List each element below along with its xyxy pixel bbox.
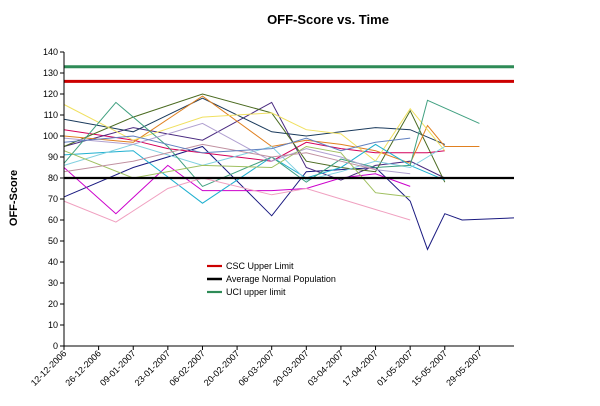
series-line-3 [63, 164, 411, 215]
legend-entry-average-normal-population: Average Normal Population [207, 274, 336, 284]
x-tick-label: 12-12-2006 [29, 348, 69, 388]
series-line-12 [63, 177, 411, 223]
x-tick-label: 03-04-2007 [306, 348, 346, 388]
y-tick-label: 80 [48, 173, 58, 183]
y-tick-label: 70 [48, 194, 58, 204]
x-tick-label: 23-01-2007 [133, 348, 173, 388]
series-line-14 [63, 145, 411, 198]
legend-entry-uci-upper-limit: UCI upper limit [207, 287, 286, 297]
y-tick-label: 140 [43, 47, 58, 57]
series-line-8 [63, 104, 446, 162]
legend-entry-csc-upper-limit: CSC Upper Limit [207, 261, 294, 271]
x-tick-label: 09-01-2007 [98, 348, 138, 388]
x-tick-label: 20-02-2007 [202, 348, 242, 388]
y-axis-label: OFF-Score [8, 170, 20, 226]
x-tick-label: 26-12-2006 [63, 348, 103, 388]
y-tick-label: 100 [43, 131, 58, 141]
x-tick-label: 06-02-2007 [167, 348, 207, 388]
y-tick-label: 40 [48, 257, 58, 267]
y-tick-label: 0 [53, 341, 58, 351]
y-tick-label: 110 [44, 110, 58, 120]
series-line-5 [63, 97, 445, 145]
x-tick-label: 15-05-2007 [410, 348, 450, 388]
y-tick-label: 90 [48, 152, 58, 162]
legend-label: CSC Upper Limit [226, 261, 294, 271]
y-tick-label: 60 [48, 215, 58, 225]
x-tick-label: 20-03-2007 [271, 348, 311, 388]
series-line-15 [63, 143, 376, 173]
y-tick-label: 120 [43, 89, 58, 99]
x-tick-label: 29-05-2007 [444, 348, 484, 388]
axes: 0 10 20 30 40 50 60 70 80 90 100 110 120 130 140 12-12-… [29, 47, 514, 388]
x-tick-label: 06-03-2007 [236, 348, 276, 388]
legend-label: UCI upper limit [226, 287, 286, 297]
plot-area [63, 65, 515, 251]
legend: CSC Upper Limit Average Normal Population… [207, 261, 336, 297]
y-tick-label: 130 [43, 68, 58, 78]
chart-title: OFF-Score vs. Time [267, 12, 389, 27]
series-line-4 [63, 101, 446, 181]
series-line-16 [63, 135, 411, 154]
series-line-7 [63, 95, 480, 164]
x-tick-label: 01-05-2007 [375, 348, 415, 388]
series-line-11 [63, 99, 480, 188]
y-tick-label: 30 [48, 278, 58, 288]
y-tick-label: 10 [48, 320, 58, 330]
legend-label: Average Normal Population [226, 274, 336, 284]
series-line-2 [63, 129, 445, 162]
series-line-10 [63, 143, 446, 181]
series-line-6 [63, 93, 446, 183]
x-tick-label: 17-04-2007 [340, 348, 380, 388]
y-tick-label: 20 [48, 299, 58, 309]
y-tick-label: 50 [48, 236, 58, 246]
